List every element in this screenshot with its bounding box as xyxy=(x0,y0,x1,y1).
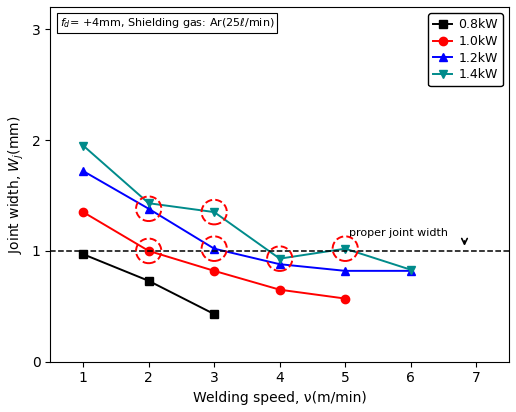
1.4kW xyxy=(146,201,152,206)
0.8kW xyxy=(80,252,86,257)
1.0kW xyxy=(277,287,283,292)
1.4kW xyxy=(211,210,217,215)
1.2kW xyxy=(277,262,283,267)
1.4kW xyxy=(80,143,86,148)
0.8kW xyxy=(211,311,217,316)
1.4kW xyxy=(277,256,283,261)
Line: 1.0kW: 1.0kW xyxy=(79,208,349,303)
1.0kW xyxy=(146,248,152,253)
1.0kW xyxy=(342,296,348,301)
1.2kW xyxy=(342,268,348,273)
1.0kW xyxy=(211,268,217,273)
1.4kW xyxy=(408,267,414,272)
1.4kW xyxy=(342,246,348,251)
0.8kW xyxy=(146,279,152,283)
Y-axis label: Joint width, $W_j$(mm): Joint width, $W_j$(mm) xyxy=(7,115,26,253)
1.2kW xyxy=(146,206,152,211)
Text: $f_d$= +4mm, Shielding gas: Ar(25$\ell$/min): $f_d$= +4mm, Shielding gas: Ar(25$\ell$/… xyxy=(59,16,274,30)
X-axis label: Welding speed, ν(m/min): Welding speed, ν(m/min) xyxy=(193,391,366,405)
Line: 1.4kW: 1.4kW xyxy=(79,141,415,274)
Legend: 0.8kW, 1.0kW, 1.2kW, 1.4kW: 0.8kW, 1.0kW, 1.2kW, 1.4kW xyxy=(428,13,503,87)
Line: 1.2kW: 1.2kW xyxy=(79,167,415,275)
Text: proper joint width: proper joint width xyxy=(348,228,447,238)
Line: 0.8kW: 0.8kW xyxy=(79,250,218,318)
1.2kW xyxy=(211,246,217,251)
1.2kW xyxy=(80,169,86,173)
1.0kW xyxy=(80,210,86,215)
1.2kW xyxy=(408,268,414,273)
